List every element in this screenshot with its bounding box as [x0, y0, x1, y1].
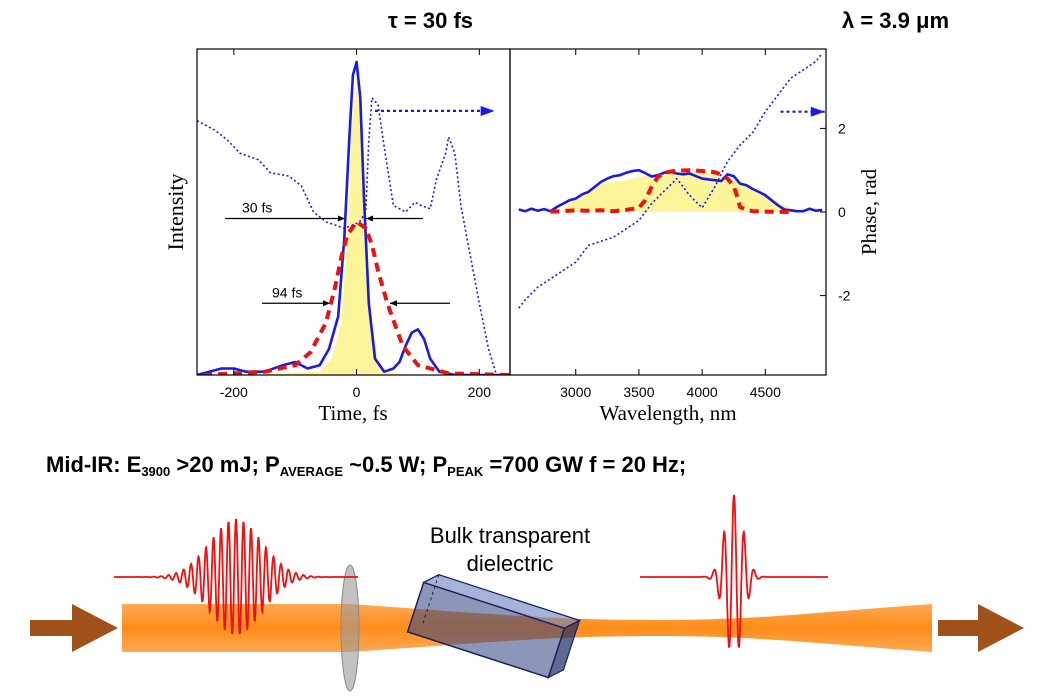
time-fwhm-annotation-1-text: 94 fs — [272, 284, 302, 300]
time-series-yellow-fill — [197, 71, 510, 375]
time-xtick-label: 200 — [468, 384, 492, 400]
spec-energy: >20 mJ; P — [170, 452, 280, 477]
focusing-lens — [340, 564, 360, 692]
spec-energy-sub: 3900 — [141, 464, 171, 479]
spectrum-xtick-label: 3000 — [560, 384, 591, 400]
dielectric-crystal — [406, 574, 582, 679]
spectrum-plot: 3000 3500 4000 4500 Wavelength, nm 2 0 -2 Phase,… — [509, 48, 881, 425]
output-arrow-shaft — [938, 620, 986, 636]
wavelength-label: λ = 3.9 μm — [842, 8, 950, 33]
spec-average: ~0.5 W; P — [343, 452, 448, 477]
spectrum-x-axis-label: Wavelength, nm — [599, 401, 736, 425]
spectrum-xtick-label: 3500 — [623, 384, 654, 400]
spec-prefix: Mid-IR: E — [46, 452, 142, 477]
spectrum-phase-arrowhead — [810, 106, 825, 117]
time-fwhm-annotation-0-head-left — [338, 215, 345, 222]
spectrum-xtick-label: 4500 — [750, 384, 781, 400]
time-series-group — [197, 60, 510, 375]
dielectric-label: Bulk transparent dielectric — [429, 523, 591, 576]
time-phase-arrowhead — [480, 105, 495, 116]
time-xtick-label: -200 — [220, 384, 248, 400]
time-fwhm-annotation-1-head-left — [323, 300, 330, 307]
beam-diagram — [30, 494, 1024, 692]
output-arrow-head — [978, 604, 1024, 652]
time-domain-plot: -200 0 200 Time, fs 30 fs 94 fs Intensity — [163, 48, 511, 425]
spectrum-ytick-label: 0 — [838, 204, 846, 220]
spec-average-sub: AVERAGE — [279, 464, 344, 479]
spectrum-series-group — [518, 52, 825, 309]
time-y-axis-label: Intensity — [163, 174, 188, 251]
spectrum-y-axis-label: Phase, rad — [857, 168, 881, 255]
specification-line: Mid-IR: E3900 >20 mJ; PAVERAGE ~0.5 W; P… — [46, 452, 686, 479]
time-xtick-label: 0 — [353, 384, 361, 400]
time-fwhm-annotation-0-text: 30 fs — [242, 200, 272, 216]
compressed-output-pulse — [640, 494, 828, 648]
time-series-red-dashed — [202, 219, 510, 375]
spec-peak-sub: PEAK — [447, 464, 484, 479]
long-input-pulse — [114, 518, 358, 635]
spectrum-ytick-label: -2 — [838, 288, 851, 304]
spec-peak: =700 GW f = 20 Hz; — [483, 452, 687, 477]
time-x-axis-label: Time, fs — [318, 401, 387, 425]
input-arrow-head — [72, 604, 118, 652]
crystal-hidden-edge — [422, 574, 440, 625]
input-arrow-shaft — [30, 620, 82, 636]
spectrum-series-red-dashed — [550, 168, 791, 214]
pulse-duration-label: τ = 30 fs — [388, 8, 474, 33]
spectrum-xtick-label: 4000 — [687, 384, 718, 400]
crystal-side-face — [547, 619, 581, 679]
time-fwhm-annotation-1-head-right — [390, 300, 397, 307]
time-fwhm-annotation-0-head-right — [366, 215, 373, 222]
spectrum-series-yellow-fill — [556, 171, 804, 212]
spectrum-ytick-label: 2 — [838, 120, 846, 136]
spectrum-series-blue-dotted-phase — [518, 52, 823, 309]
